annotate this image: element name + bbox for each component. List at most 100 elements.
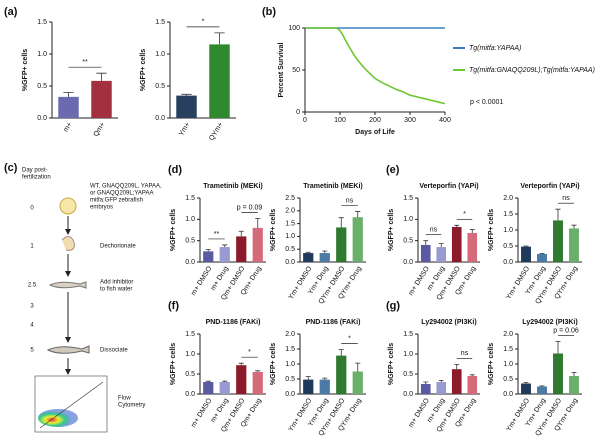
step-label: WT, GNAQQ209L, YAPAA, <box>90 184 162 190</box>
y-tick-label: 0.0 <box>185 391 195 398</box>
diagram-heading: Day post- <box>22 168 48 174</box>
y-tick-label: 50 <box>292 67 300 74</box>
step-label: or GNAQQ209L;YAPAA <box>90 191 153 197</box>
bar <box>219 382 230 394</box>
error-bar <box>322 250 328 254</box>
diagram-heading: fertilization <box>22 175 51 181</box>
y-tick-label: 1.0 <box>403 216 413 223</box>
bar <box>537 254 547 262</box>
y-axis-label: %GFP+ cells <box>170 343 177 385</box>
chart-title: Verteporfin (YAPi) <box>419 183 478 190</box>
embryo-icon <box>59 197 77 215</box>
x-tick-label: m+ DMSO <box>408 397 432 429</box>
y-tick-label: 0.5 <box>285 376 295 383</box>
y-tick-label: 1.0 <box>185 351 195 358</box>
y-axis-label: %GFP+ cells <box>388 209 395 251</box>
bar <box>451 227 462 262</box>
chart-title: PND-1186 (FAKi) <box>306 319 361 326</box>
x-tick-label: m+ DMSO <box>190 397 214 429</box>
step-label: Dissociate <box>100 348 128 354</box>
y-tick-label: 0.0 <box>285 391 295 398</box>
error-bar <box>205 380 211 382</box>
significance-label: ** <box>82 59 88 66</box>
x-tick-label: 300 <box>404 117 416 124</box>
x-tick-label: Qm+ <box>93 121 107 138</box>
y-axis-label: %GFP+ cells <box>270 209 277 251</box>
bar <box>521 383 531 394</box>
day: 2.5 <box>28 283 37 289</box>
x-tick-label: 400 <box>439 117 451 124</box>
x-tick-label: Ym+ <box>178 121 192 137</box>
bar <box>91 80 112 118</box>
bar <box>352 371 363 394</box>
y-tick-label: 0.0 <box>155 115 165 122</box>
x-tick-label: m+ DMSO <box>408 265 432 297</box>
day: 4 <box>30 323 34 329</box>
error-bar <box>238 362 244 366</box>
x-tick-label: m+ <box>63 121 74 133</box>
error-bar <box>438 380 444 382</box>
y-tick-label: 0.0 <box>285 259 295 266</box>
chart-title: Ly294002 (PI3Ki) <box>522 319 577 326</box>
x-tick-label: Ym+ DMSO <box>288 397 314 433</box>
x-tick-label: m+ DMSO <box>190 265 214 297</box>
y-tick-label: 1.0 <box>503 227 513 234</box>
error-bar <box>96 72 107 81</box>
y-tick-label: 1.0 <box>155 51 165 58</box>
y-tick-label: 0.5 <box>403 238 413 245</box>
significance-label: p = 0.09 <box>237 204 263 211</box>
x-tick-label: 100 <box>334 117 346 124</box>
bar <box>420 384 431 394</box>
error-bar <box>322 377 328 380</box>
y-tick-label: 0.5 <box>155 83 165 90</box>
error-bar <box>355 362 361 372</box>
y-tick-label: 1.5 <box>185 195 195 202</box>
step-label: mitfa:GFP zebrafish <box>90 198 143 204</box>
step-label: to fish water <box>100 287 132 293</box>
significance-label: ns <box>461 350 469 357</box>
bar <box>303 253 314 262</box>
error-bar <box>454 224 460 228</box>
error-bar <box>355 211 361 218</box>
bar <box>236 236 247 262</box>
bar <box>219 247 230 262</box>
legend-label: Tg(mitfa:GNAQQ209L);Tg(mitfa:YAPAA) <box>469 67 595 74</box>
error-bar <box>222 244 228 248</box>
error-bar <box>571 224 577 229</box>
error-bar <box>469 229 475 233</box>
bar <box>319 379 330 394</box>
error-bar <box>523 245 529 247</box>
error-bar <box>539 252 545 254</box>
bar <box>319 253 330 262</box>
day: 3 <box>30 304 34 310</box>
bar <box>352 217 363 262</box>
bar <box>467 232 478 262</box>
y-tick-label: 1.0 <box>403 351 413 358</box>
bar <box>252 372 263 394</box>
bar <box>303 379 314 394</box>
y-tick-label: 0.0 <box>503 259 513 266</box>
bar <box>467 376 478 394</box>
y-tick-label: 1.0 <box>285 233 295 240</box>
bar <box>436 382 447 394</box>
fish-icon <box>48 281 87 289</box>
y-tick-label: 0.5 <box>185 371 195 378</box>
y-tick-label: 1.0 <box>285 361 295 368</box>
y-tick-label: 0 <box>296 109 300 116</box>
bar <box>451 369 462 394</box>
y-tick-label: 0.0 <box>403 259 413 266</box>
error-bar <box>305 251 311 254</box>
y-tick-label: 1.0 <box>37 51 47 58</box>
bar <box>58 96 79 118</box>
y-axis-label: %GFP+ cells <box>488 343 495 385</box>
y-tick-label: 1.5 <box>285 346 295 353</box>
y-tick-label: 0.5 <box>37 83 47 90</box>
step-label: Add inhibitor <box>100 280 133 286</box>
panel-label: (d) <box>168 164 182 176</box>
day: 1 <box>30 244 34 250</box>
bar <box>420 244 431 262</box>
error-bar <box>555 341 561 354</box>
larva-icon <box>61 236 75 251</box>
chart-title: Ly294002 (PI3Ki) <box>421 319 476 326</box>
